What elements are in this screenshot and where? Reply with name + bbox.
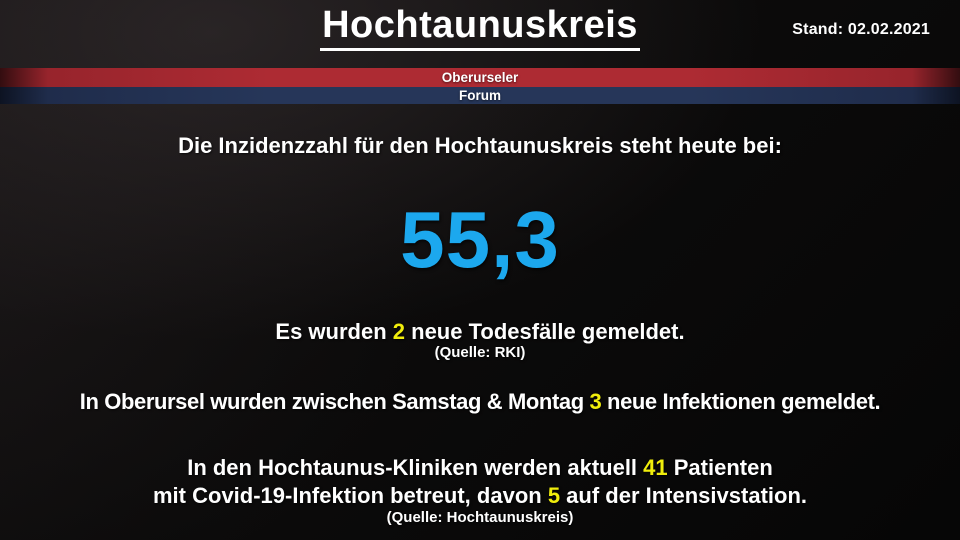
icu-count: 5 — [547, 483, 561, 508]
banner-bar-blue: Forum — [0, 87, 960, 104]
oberursel-prefix: In Oberursel wurden zwischen Samstag & M… — [79, 389, 590, 414]
deaths-line: Es wurden 2 neue Todesfälle gemeldet. — [0, 319, 960, 345]
deaths-prefix: Es wurden — [275, 319, 393, 344]
deaths-source: (Quelle: RKI) — [434, 344, 526, 361]
banner-bottom-label: Forum — [459, 88, 501, 103]
icu-suffix: auf der Intensivstation. — [560, 483, 807, 508]
clinics-source: (Quelle: Hochtaunuskreis) — [386, 509, 574, 526]
clinics-suffix: Patienten — [667, 455, 773, 480]
incidence-value: 55,3 — [400, 195, 560, 284]
clinics-line-2: mit Covid-19-Infektion betreut, davon 5 … — [0, 483, 960, 509]
page-title-text: Hochtaunuskreis — [320, 5, 640, 51]
oberursel-count: 3 — [589, 389, 602, 414]
incidence-intro-text: Die Inzidenzzahl für den Hochtaunuskreis… — [178, 133, 782, 158]
page-title: Hochtaunuskreis — [0, 5, 960, 51]
clinics-patient-count: 41 — [643, 455, 668, 480]
oberursel-infections-line: In Oberursel wurden zwischen Samstag & M… — [0, 389, 960, 415]
deaths-suffix: neue Todesfälle gemeldet. — [405, 319, 685, 344]
icu-prefix: mit Covid-19-Infektion betreut, davon — [153, 483, 548, 508]
oberursel-suffix: neue Infektionen gemeldet. — [601, 389, 881, 414]
clinics-line-1: In den Hochtaunus-Kliniken werden aktuel… — [0, 455, 960, 481]
banner-bar-red: Oberurseler — [0, 68, 960, 87]
banner-top-label: Oberurseler — [441, 70, 519, 85]
clinics-prefix: In den Hochtaunus-Kliniken werden aktuel… — [187, 455, 644, 480]
status-date: Stand: 02.02.2021 — [792, 21, 930, 38]
deaths-count: 2 — [392, 319, 406, 344]
